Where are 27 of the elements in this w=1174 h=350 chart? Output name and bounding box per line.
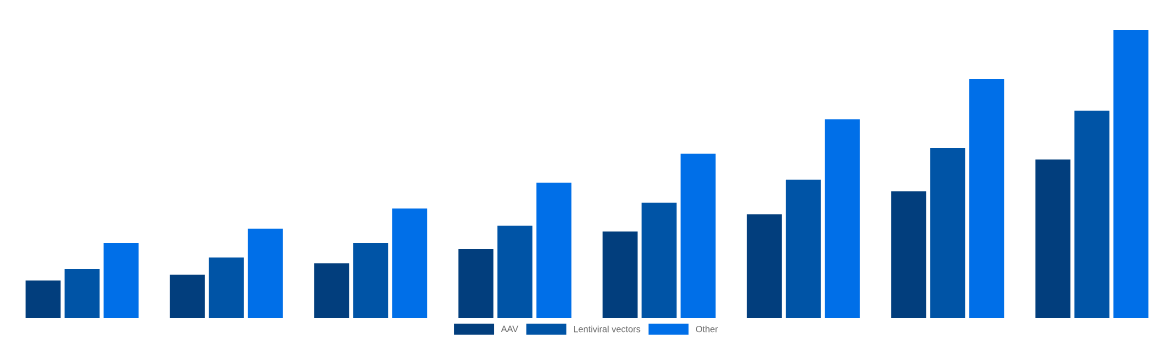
bar [314, 263, 350, 318]
bar [247, 228, 283, 318]
legend-label: AAV [501, 325, 519, 332]
bar [824, 119, 860, 318]
bar [208, 257, 244, 318]
legend-label: Lentiviral vectors [574, 325, 641, 333]
bar [1113, 30, 1149, 318]
bar [930, 148, 966, 318]
bar [169, 274, 205, 318]
bar [536, 182, 572, 318]
bar [969, 78, 1005, 318]
bar [392, 208, 428, 318]
bar [497, 225, 533, 318]
bar [602, 231, 638, 318]
bar [746, 214, 782, 318]
bar [785, 179, 821, 318]
bar [458, 248, 494, 318]
bar [680, 153, 716, 318]
bar [103, 243, 139, 318]
bar [353, 243, 389, 318]
bar [891, 191, 927, 318]
bar [25, 280, 61, 318]
bar [641, 202, 677, 318]
bar [1074, 110, 1110, 318]
bar [64, 269, 100, 318]
bar [1035, 159, 1071, 318]
legend-label: Other [695, 325, 718, 333]
